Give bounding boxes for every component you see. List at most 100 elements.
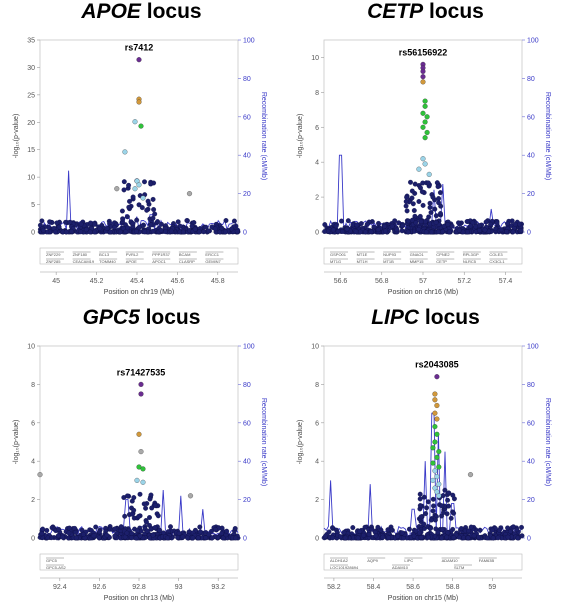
x-tick-label: 92.6 <box>93 584 107 591</box>
gene-label: ZNF229 <box>46 252 61 257</box>
snp-point-ld <box>122 149 128 155</box>
snp-point <box>466 528 472 534</box>
snp-point-ld <box>434 431 440 437</box>
snp-point <box>418 514 424 520</box>
snp-point <box>405 229 411 235</box>
snp-point <box>444 534 450 540</box>
snp-point <box>375 524 381 530</box>
snp-point <box>148 181 154 187</box>
snp-point <box>129 511 135 517</box>
snp-point-ld <box>136 182 142 188</box>
snp-point <box>220 535 226 541</box>
snp-point-ld <box>432 397 438 403</box>
snp-point <box>150 215 156 221</box>
snp-point <box>112 224 117 230</box>
x-tick-label: 56.6 <box>334 278 348 285</box>
snp-point <box>148 492 154 498</box>
gene-label: ZNF180 <box>73 252 88 257</box>
y-tick-label: 8 <box>31 382 35 389</box>
snp-point <box>107 229 113 235</box>
snp-point <box>357 528 363 534</box>
gene-label: APOE <box>126 259 137 264</box>
y-tick-label: 2 <box>315 497 319 504</box>
snp-point <box>118 524 124 530</box>
snp-point <box>136 202 142 208</box>
snp-point <box>357 229 363 235</box>
snp-point <box>180 534 186 540</box>
y-tick-label: 4 <box>315 160 319 167</box>
snp-point <box>130 221 136 227</box>
snp-point <box>206 228 211 234</box>
snp-point-ld <box>187 493 194 499</box>
y-tick-label: 0 <box>315 230 319 237</box>
snp-point <box>435 229 441 235</box>
snp-point <box>219 225 225 231</box>
snp-point <box>435 529 441 535</box>
snp-point-ld <box>138 449 144 455</box>
x-tick-label: 58.6 <box>406 584 420 591</box>
y2-tick-label: 0 <box>243 536 247 543</box>
y2-tick-label: 60 <box>527 114 535 121</box>
gene-label: RPL3GP <box>463 252 479 257</box>
snp-point <box>203 224 209 230</box>
snp-point <box>484 535 490 541</box>
snp-point <box>168 524 173 530</box>
snp-point <box>322 229 328 234</box>
snp-point <box>126 204 132 210</box>
snp-point <box>175 535 181 540</box>
x-axis-label: Position on chr19 (Mb) <box>104 289 174 296</box>
snp-point <box>117 229 123 235</box>
snp-point <box>366 532 372 537</box>
snp-point <box>385 527 391 533</box>
snp-point-ld <box>436 449 442 455</box>
snp-point <box>519 524 524 530</box>
snp-point <box>52 229 58 235</box>
snp-point <box>439 503 445 509</box>
gene-label: NUP93 <box>383 252 397 257</box>
snp-point-ld <box>434 416 440 422</box>
snp-point <box>392 218 398 224</box>
y2-tick-label: 40 <box>527 153 535 160</box>
x-tick-label: 93.2 <box>211 584 225 591</box>
snp-point <box>425 499 431 505</box>
snp-point <box>184 218 190 223</box>
x-tick-label: 45.6 <box>171 278 185 285</box>
y2-tick-label: 100 <box>527 38 539 45</box>
snp-point-ld <box>422 119 428 125</box>
snp-point <box>490 527 495 533</box>
snp-point-ld <box>136 431 142 437</box>
snp-point <box>421 521 427 527</box>
snp-point-ld <box>424 114 430 120</box>
snp-point <box>373 533 379 539</box>
snp-point <box>120 216 126 222</box>
snp-point <box>212 226 218 232</box>
y2-tick-label: 100 <box>243 38 255 45</box>
snp-point-ld <box>467 472 474 478</box>
snp-point <box>448 515 454 521</box>
snp-point-ld <box>420 68 426 74</box>
y-tick-label: 8 <box>315 382 319 389</box>
y2-tick-label: 0 <box>527 536 531 543</box>
snp-point <box>409 195 415 201</box>
snp-point <box>144 207 150 213</box>
snp-point <box>203 535 209 541</box>
y-axis-label: -log₁₀(p-value) <box>297 420 304 465</box>
snp-point-ld <box>432 410 438 416</box>
snp-point <box>144 519 149 525</box>
snp-point <box>408 179 413 185</box>
snp-point <box>129 535 135 541</box>
snp-point <box>433 213 439 219</box>
gene-label: GPC5 <box>46 558 58 563</box>
snp-point <box>78 229 84 235</box>
lead-snp-label: rs71427535 <box>117 367 166 377</box>
snp-point <box>361 532 367 538</box>
x-tick-label: 57.4 <box>499 278 513 285</box>
snp-point <box>458 526 464 531</box>
snp-point <box>504 229 509 235</box>
snp-point <box>136 513 142 519</box>
snp-point <box>73 535 79 541</box>
x-tick-label: 93 <box>175 584 183 591</box>
snp-point-ld <box>134 477 140 483</box>
snp-point <box>127 198 132 204</box>
